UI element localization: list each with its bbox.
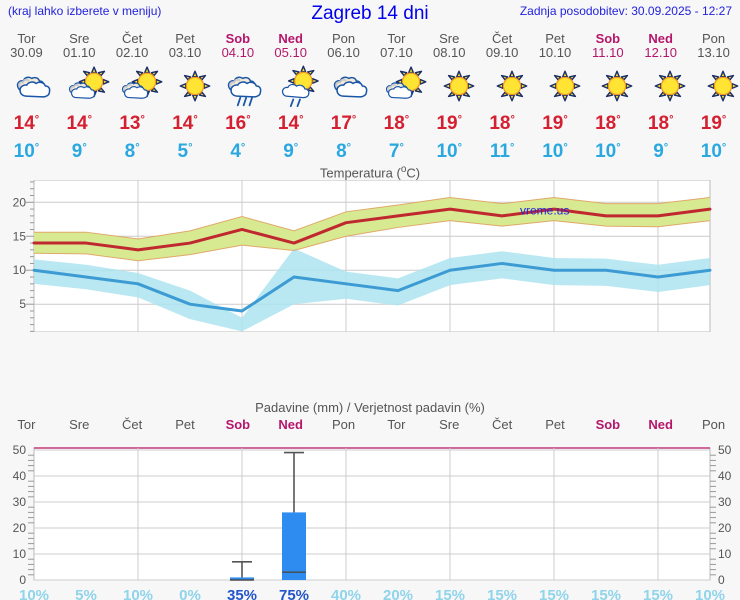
svg-text:vreme.us: vreme.us (520, 204, 569, 218)
svg-text:15: 15 (13, 230, 27, 244)
svg-text:15%: 15% (487, 587, 517, 600)
svg-text:0%: 0% (179, 587, 201, 600)
svg-text:10%: 10% (123, 587, 153, 600)
svg-text:10: 10 (13, 264, 27, 278)
svg-text:40%: 40% (331, 587, 361, 600)
svg-text:35%: 35% (227, 587, 257, 600)
svg-text:5%: 5% (75, 587, 97, 600)
svg-text:30: 30 (13, 495, 27, 509)
svg-text:75%: 75% (279, 587, 309, 600)
svg-text:30: 30 (718, 495, 732, 509)
svg-text:15%: 15% (539, 587, 569, 600)
svg-text:40: 40 (718, 469, 732, 483)
svg-text:20: 20 (13, 521, 27, 535)
svg-text:20: 20 (13, 196, 27, 210)
svg-text:50: 50 (13, 443, 27, 457)
svg-text:10%: 10% (695, 587, 725, 600)
svg-text:10: 10 (718, 547, 732, 561)
svg-text:0: 0 (718, 573, 725, 587)
svg-text:20%: 20% (383, 587, 413, 600)
svg-text:0: 0 (19, 573, 26, 587)
svg-text:15%: 15% (435, 587, 465, 600)
svg-text:20: 20 (718, 521, 732, 535)
svg-text:10: 10 (13, 547, 27, 561)
svg-text:5: 5 (19, 298, 26, 312)
svg-text:15%: 15% (643, 587, 673, 600)
svg-text:15%: 15% (591, 587, 621, 600)
svg-text:10%: 10% (19, 587, 49, 600)
svg-text:40: 40 (13, 469, 27, 483)
svg-text:50: 50 (718, 443, 732, 457)
